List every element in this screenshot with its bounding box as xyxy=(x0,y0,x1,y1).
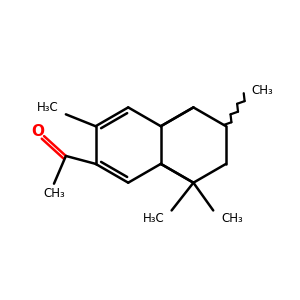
Text: CH₃: CH₃ xyxy=(221,212,243,225)
Text: H₃C: H₃C xyxy=(143,212,165,225)
Text: H₃C: H₃C xyxy=(37,101,59,114)
Text: O: O xyxy=(32,124,45,139)
Text: CH₃: CH₃ xyxy=(43,187,65,200)
Text: CH₃: CH₃ xyxy=(252,84,274,97)
